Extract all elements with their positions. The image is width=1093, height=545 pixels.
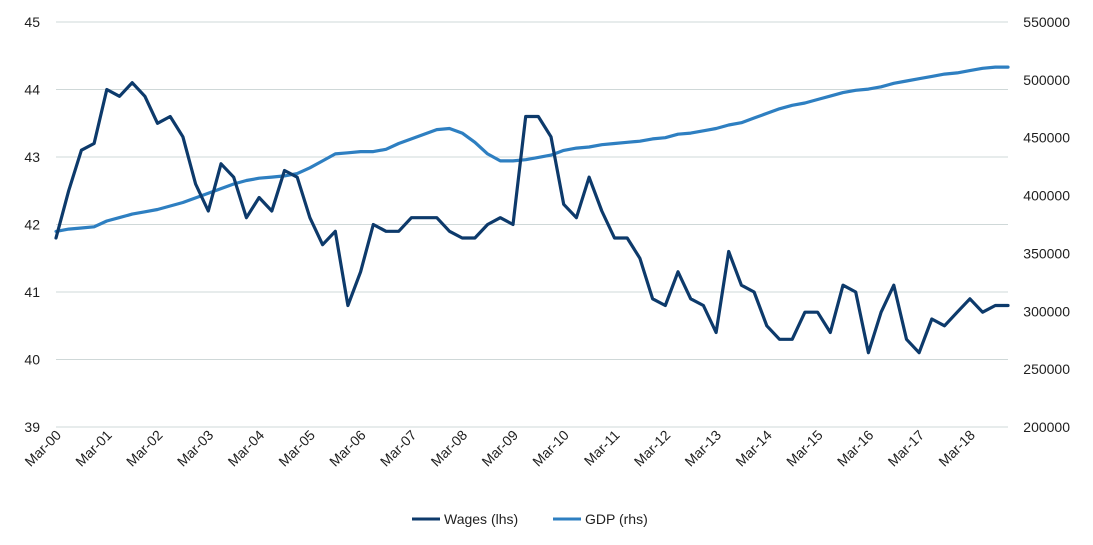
x-tick-label: Mar-08 xyxy=(428,427,471,470)
right-y-tick-label: 350000 xyxy=(1023,245,1070,261)
right-y-tick-label: 400000 xyxy=(1023,188,1070,204)
right-y-tick-label: 300000 xyxy=(1023,303,1070,319)
x-tick-label: Mar-11 xyxy=(581,427,623,469)
left-y-tick-label: 43 xyxy=(24,149,40,165)
x-tick-label: Mar-10 xyxy=(529,427,572,470)
right-y-tick-label: 500000 xyxy=(1023,72,1070,88)
x-tick-label: Mar-17 xyxy=(885,427,928,470)
x-tick-label: Mar-12 xyxy=(631,427,674,470)
left-y-tick-label: 44 xyxy=(24,82,40,98)
x-tick-label: Mar-04 xyxy=(225,427,268,470)
x-tick-label: Mar-09 xyxy=(478,427,521,470)
x-tick-label: Mar-03 xyxy=(174,427,217,470)
left-y-tick-label: 42 xyxy=(24,217,40,233)
right-y-tick-label: 550000 xyxy=(1023,14,1070,30)
x-tick-label: Mar-05 xyxy=(275,427,318,470)
right-y-tick-label: 450000 xyxy=(1023,130,1070,146)
left-y-axis: 39 40 41 42 43 44 45 xyxy=(24,14,40,435)
x-tick-label: Mar-15 xyxy=(783,427,826,470)
legend: Wages (lhs) GDP (rhs) xyxy=(412,511,648,527)
wages-series-line xyxy=(54,81,1010,355)
x-tick-label: Mar-02 xyxy=(123,427,166,470)
gridlines xyxy=(56,21,1008,428)
series-layer xyxy=(54,65,1010,355)
legend-gdp-label: GDP (rhs) xyxy=(585,511,648,527)
left-y-tick-label: 45 xyxy=(24,14,40,30)
x-tick-label: Mar-01 xyxy=(72,427,115,470)
right-y-axis: 200000 250000 300000 350000 400000 450000 5000… xyxy=(1023,14,1070,435)
x-tick-label: Mar-13 xyxy=(681,427,724,470)
left-y-tick-label: 40 xyxy=(24,352,40,368)
gdp-series-line xyxy=(54,65,1010,233)
x-tick-label: Mar-07 xyxy=(377,427,420,470)
x-tick-label: Mar-18 xyxy=(935,427,978,470)
left-y-tick-label: 39 xyxy=(24,419,40,435)
x-tick-label: Mar-06 xyxy=(326,427,369,470)
x-tick-label: Mar-16 xyxy=(834,427,877,470)
right-y-tick-label: 200000 xyxy=(1023,419,1070,435)
legend-wages-label: Wages (lhs) xyxy=(444,511,518,527)
x-tick-label: Mar-14 xyxy=(732,427,775,470)
left-y-tick-label: 41 xyxy=(24,284,40,300)
x-axis: Mar-00 Mar-01 Mar-02 Mar-03 Mar-04 Mar-05 Mar-… xyxy=(21,427,978,470)
right-y-tick-label: 250000 xyxy=(1023,361,1070,377)
